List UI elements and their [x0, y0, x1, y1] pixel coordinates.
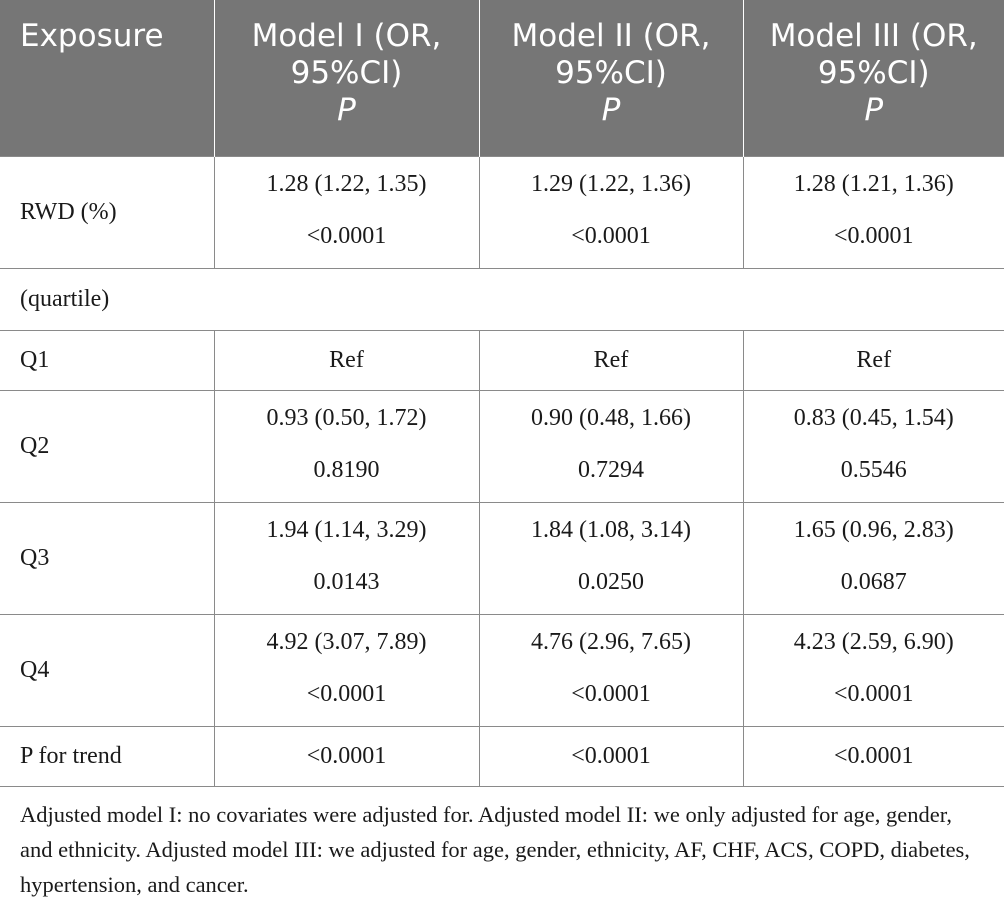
cell-model-1: 4.92 (3.07, 7.89) <0.0001: [213, 613, 480, 727]
header-label: Model III (OR, 95%CI): [769, 18, 978, 91]
cell-model-2: 1.84 (1.08, 3.14) 0.0250: [478, 501, 744, 615]
cell-model-3: <0.0001: [742, 725, 1004, 787]
p-value: 0.8190: [313, 457, 380, 483]
header-p-label: P: [337, 92, 356, 128]
p-value: <0.0001: [306, 681, 387, 707]
p-value: <0.0001: [833, 681, 914, 707]
cell-model-1: <0.0001: [213, 725, 480, 787]
cell-model-3: 0.83 (0.45, 1.54) 0.5546: [742, 389, 1004, 503]
cell-model-1: 1.94 (1.14, 3.29) 0.0143: [213, 501, 480, 615]
odds-ratio: 0.83 (0.45, 1.54): [793, 405, 954, 431]
cell-model-1: Ref: [213, 329, 480, 391]
cell-model-3: Ref: [742, 329, 1004, 391]
odds-ratio: 1.94 (1.14, 3.29): [266, 517, 427, 543]
table-header: Exposure Model I (OR, 95%CI) P Model II …: [0, 0, 1004, 156]
cell-model-2: 1.29 (1.22, 1.36) <0.0001: [478, 155, 744, 269]
cell-model-3: 1.65 (0.96, 2.83) 0.0687: [742, 501, 1004, 615]
p-value: 0.0687: [840, 569, 907, 595]
row-label: Q4: [0, 613, 215, 727]
table-row-rwd: RWD (%) 1.28 (1.22, 1.35) <0.0001 1.29 (…: [0, 155, 1004, 269]
p-value: <0.0001: [571, 681, 651, 707]
odds-ratio: 4.23 (2.59, 6.90): [793, 629, 954, 655]
cell-model-2: <0.0001: [478, 725, 744, 787]
cell-model-2: 0.90 (0.48, 1.66) 0.7294: [478, 389, 744, 503]
cell-model-2: Ref: [478, 329, 744, 391]
table-row-q4: Q4 4.92 (3.07, 7.89) <0.0001 4.76 (2.96,…: [0, 613, 1004, 727]
odds-ratio: 0.93 (0.50, 1.72): [266, 405, 427, 431]
header-label: Model I (OR, 95%CI): [251, 18, 442, 91]
table-body: RWD (%) 1.28 (1.22, 1.35) <0.0001 1.29 (…: [0, 155, 1004, 787]
p-value: 0.5546: [840, 457, 907, 483]
cell-model-3: 4.23 (2.59, 6.90) <0.0001: [742, 613, 1004, 727]
odds-ratio: 4.92 (3.07, 7.89): [266, 629, 427, 655]
table-row-q1: Q1 Ref Ref Ref: [0, 329, 1004, 391]
header-model-3: Model III (OR, 95%CI) P: [743, 0, 1004, 156]
p-value: 0.0250: [578, 569, 644, 595]
header-label: Exposure: [20, 18, 164, 54]
row-label: RWD (%): [0, 155, 215, 269]
odds-ratio: 4.76 (2.96, 7.65): [531, 629, 691, 655]
p-value: 0.0143: [313, 569, 380, 595]
odds-ratio: 1.28 (1.21, 1.36): [793, 171, 954, 197]
header-p-label: P: [601, 92, 621, 128]
table-row-p-for-trend: P for trend <0.0001 <0.0001 <0.0001: [0, 725, 1004, 787]
cell-model-1: 1.28 (1.22, 1.35) <0.0001: [213, 155, 480, 269]
cell-model-3: 1.28 (1.21, 1.36) <0.0001: [742, 155, 1004, 269]
p-value: <0.0001: [306, 223, 387, 249]
row-label: P for trend: [0, 725, 215, 787]
row-label: Q1: [0, 329, 215, 391]
row-label: Q2: [0, 389, 215, 503]
odds-ratio: 0.90 (0.48, 1.66): [531, 405, 691, 431]
header-label: Model II (OR, 95%CI): [511, 18, 711, 91]
table-row-q2: Q2 0.93 (0.50, 1.72) 0.8190 0.90 (0.48, …: [0, 389, 1004, 503]
p-value: <0.0001: [833, 223, 914, 249]
header-p-label: P: [864, 92, 884, 128]
row-label: Q3: [0, 501, 215, 615]
p-value: 0.7294: [578, 457, 644, 483]
header-row: Exposure Model I (OR, 95%CI) P Model II …: [0, 0, 1004, 156]
header-exposure: Exposure: [0, 0, 215, 156]
table-row-q3: Q3 1.94 (1.14, 3.29) 0.0143 1.84 (1.08, …: [0, 501, 1004, 615]
odds-ratio: 1.65 (0.96, 2.83): [793, 517, 954, 543]
cell-model-1: 0.93 (0.50, 1.72) 0.8190: [213, 389, 480, 503]
header-model-1: Model I (OR, 95%CI) P: [214, 0, 480, 156]
odds-ratio: 1.84 (1.08, 3.14): [531, 517, 691, 543]
header-model-2: Model II (OR, 95%CI) P: [479, 0, 744, 156]
row-label: (quartile): [0, 267, 1004, 331]
odds-ratio: 1.29 (1.22, 1.36): [531, 171, 691, 197]
odds-ratio: 1.28 (1.22, 1.35): [266, 171, 427, 197]
results-table: Exposure Model I (OR, 95%CI) P Model II …: [0, 0, 1004, 787]
table-footnote: Adjusted model I: no covariates were adj…: [20, 802, 970, 897]
cell-model-2: 4.76 (2.96, 7.65) <0.0001: [478, 613, 744, 727]
p-value: <0.0001: [571, 223, 651, 249]
table-row-quartile-heading: (quartile): [0, 267, 1004, 331]
